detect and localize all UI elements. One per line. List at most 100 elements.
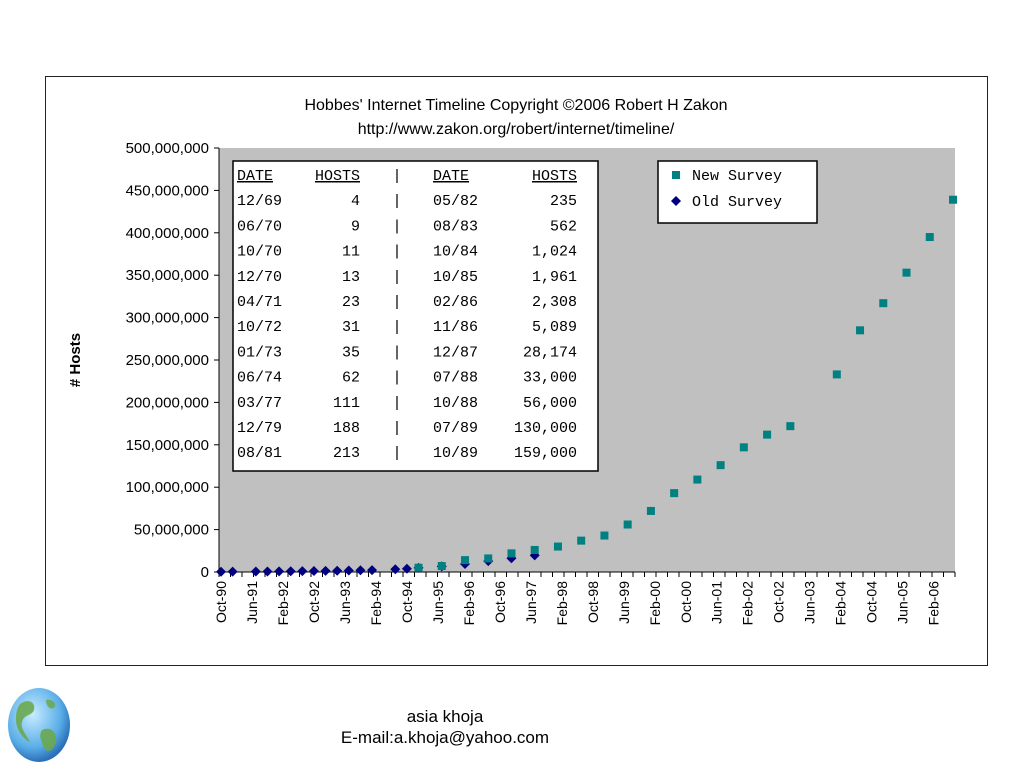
inset-table-header: DATE xyxy=(237,168,273,185)
inset-table-cell: 31 xyxy=(342,319,360,336)
inset-table-cell: 11/86 xyxy=(433,319,478,336)
y-tick-label: 0 xyxy=(201,564,209,581)
legend-new-survey-label: New Survey xyxy=(692,168,782,185)
inset-table-cell: 188 xyxy=(333,420,360,437)
inset-table-cell: 07/88 xyxy=(433,370,478,387)
y-tick-label: 400,000,000 xyxy=(126,225,209,242)
old-survey-point xyxy=(262,566,273,577)
inset-table-cell: 13 xyxy=(342,269,360,286)
new-survey-point xyxy=(786,422,795,431)
inset-table-cell: 4 xyxy=(351,193,360,210)
new-survey-point xyxy=(507,549,516,558)
new-survey-point xyxy=(739,443,748,452)
x-tick-label: Jun-95 xyxy=(430,581,446,624)
x-tick-label: Feb-06 xyxy=(926,581,942,626)
inset-table-cell: 2,308 xyxy=(532,294,577,311)
new-survey-point xyxy=(693,475,702,484)
inset-table: DATE HOSTS | DATE HOSTS 12/69 4 | 05/82 235 06/70 9… xyxy=(232,160,599,472)
inset-table-cell: 62 xyxy=(342,370,360,387)
inset-table-cell: 235 xyxy=(550,193,577,210)
inset-table-cell: 01/73 xyxy=(237,344,282,361)
y-tick-label: 100,000,000 xyxy=(126,479,209,496)
inset-table-cell: 562 xyxy=(550,218,577,235)
new-survey-point xyxy=(856,326,865,335)
inset-table-header: HOSTS xyxy=(532,168,577,185)
inset-table-cell: 130,000 xyxy=(514,420,577,437)
inset-table-cell: 06/74 xyxy=(237,370,282,387)
y-tick-label: 350,000,000 xyxy=(126,267,209,284)
old-survey-point xyxy=(297,566,308,577)
old-survey-point xyxy=(343,565,354,576)
new-survey-point xyxy=(437,562,446,571)
old-survey-point xyxy=(227,566,238,577)
x-tick-label: Jun-05 xyxy=(895,581,911,624)
inset-table-cell: 23 xyxy=(342,294,360,311)
old-survey-point xyxy=(320,565,331,576)
new-survey-point xyxy=(716,461,725,470)
inset-table-cell: 10/70 xyxy=(237,244,282,261)
inset-table-cell: | xyxy=(392,395,401,412)
footer-author: asia khoja xyxy=(406,707,484,726)
old-survey-point xyxy=(274,566,285,577)
inset-table-cell: | xyxy=(392,344,401,361)
x-tick-label: Jun-99 xyxy=(616,581,632,624)
new-survey-point xyxy=(763,430,772,439)
globe-icon xyxy=(6,686,72,764)
inset-table-cell: 11 xyxy=(342,244,360,261)
new-survey-point xyxy=(600,531,609,540)
x-tick-label: Jun-03 xyxy=(802,581,818,624)
old-survey-point xyxy=(216,566,226,577)
inset-table-cell: 159,000 xyxy=(514,445,577,462)
new-survey-point xyxy=(879,299,888,308)
new-survey-point xyxy=(484,554,493,563)
old-survey-point xyxy=(308,566,319,577)
x-tick-label: Feb-96 xyxy=(461,581,477,626)
x-tick-label: Oct-02 xyxy=(771,581,787,623)
x-tick-label: Feb-00 xyxy=(647,581,663,626)
inset-table-cell: | xyxy=(392,420,401,437)
inset-table-cell: 1,024 xyxy=(532,244,577,261)
x-tick-label: Feb-94 xyxy=(368,581,384,626)
inset-table-cell: 02/86 xyxy=(433,294,478,311)
new-survey-point xyxy=(832,370,841,379)
inset-table-box xyxy=(232,160,599,472)
inset-table-header: HOSTS xyxy=(315,168,360,185)
inset-table-cell: 06/70 xyxy=(237,218,282,235)
legend: New Survey Old Survey xyxy=(657,160,818,224)
inset-table-cell: 10/89 xyxy=(433,445,478,462)
inset-table-cell: 04/71 xyxy=(237,294,282,311)
y-axis-label: # Hosts xyxy=(67,333,84,387)
inset-table-cell: 03/77 xyxy=(237,395,282,412)
x-tick-label: Oct-94 xyxy=(399,581,415,623)
x-axis: Oct-90 Jun-91 Feb-92 Oct-92 Jun-93 Feb-94 Oct-… xyxy=(213,571,956,626)
inset-table-cell: 35 xyxy=(342,344,360,361)
x-tick-label: Feb-04 xyxy=(833,581,849,626)
inset-table-cell: | xyxy=(392,319,401,336)
inset-table-cell: 10/72 xyxy=(237,319,282,336)
new-survey-point xyxy=(646,506,655,515)
y-axis: 0 50,000,000 100,000,000 150,000,000 200,000… xyxy=(126,140,220,581)
inset-table-cell: | xyxy=(392,218,401,235)
inset-table-cell: 111 xyxy=(333,395,360,412)
old-survey-point xyxy=(401,563,412,574)
x-tick-label: Jun-93 xyxy=(337,581,353,624)
old-survey-point xyxy=(355,565,366,576)
inset-table-cell: 1,961 xyxy=(532,269,577,286)
new-survey-point xyxy=(902,268,911,277)
chart-svg: Hobbes' Internet Timeline Copyright ©200… xyxy=(67,97,957,626)
footer-email[interactable]: E-mail:a.khoja@yahoo.com xyxy=(340,728,550,747)
old-survey-point xyxy=(332,565,343,576)
inset-table-cell: | xyxy=(392,370,401,387)
legend-new-survey-marker xyxy=(672,171,680,179)
x-tick-label: Feb-98 xyxy=(554,581,570,626)
old-survey-point xyxy=(390,564,401,575)
inset-table-cell: 12/79 xyxy=(237,420,282,437)
inset-table-cell: 56,000 xyxy=(523,395,577,412)
inset-table-cell: 28,174 xyxy=(523,344,577,361)
new-survey-point xyxy=(670,489,679,498)
y-tick-label: 250,000,000 xyxy=(126,352,209,369)
x-tick-label: Feb-92 xyxy=(275,581,291,626)
new-survey-point xyxy=(577,536,586,545)
inset-table-cell: 07/89 xyxy=(433,420,478,437)
footer: asia khoja E-mail:a.khoja@yahoo.com xyxy=(290,706,600,748)
